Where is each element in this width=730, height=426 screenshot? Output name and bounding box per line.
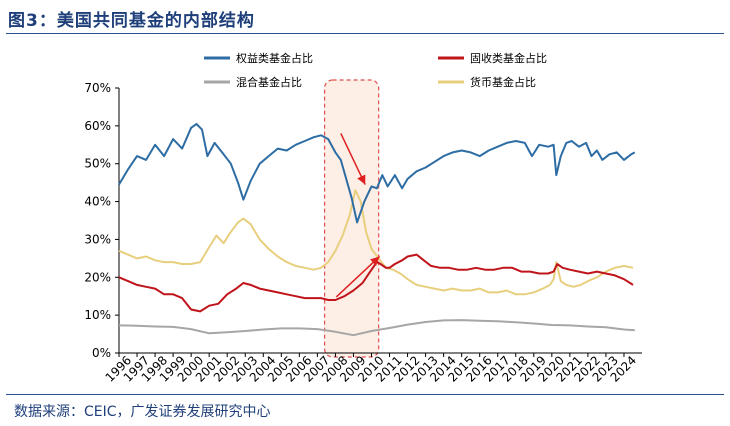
series-line-3 bbox=[118, 189, 634, 296]
y-tick-label: 30% bbox=[84, 232, 111, 246]
y-tick-label: 60% bbox=[84, 119, 111, 133]
arrow-layer bbox=[335, 133, 381, 298]
y-tick-label: 70% bbox=[84, 81, 111, 95]
highlight-layer bbox=[323, 79, 380, 358]
source-note: 数据来源：CEIC，广发证券发展研究中心 bbox=[14, 404, 271, 420]
highlight-box bbox=[323, 79, 380, 358]
title-divider bbox=[6, 33, 724, 34]
y-tick-label: 20% bbox=[84, 270, 111, 284]
legend-label: 混合基金占比 bbox=[236, 75, 302, 89]
source-divider bbox=[6, 394, 724, 395]
legend-label: 货币基金占比 bbox=[470, 75, 536, 89]
axes-layer: 0%10%20%30%40%50%60%70%19961997199819992… bbox=[84, 81, 642, 385]
series-line-0 bbox=[118, 123, 636, 224]
equity-decline-arrow bbox=[340, 133, 366, 185]
series-line-2 bbox=[118, 319, 635, 337]
series-line-1 bbox=[118, 253, 634, 313]
line-chart: 0%10%20%30%40%50%60%70%19961997199819992… bbox=[84, 51, 642, 385]
legend-label: 权益类基金占比 bbox=[236, 51, 313, 65]
y-tick-label: 10% bbox=[84, 308, 111, 322]
series-layer bbox=[118, 123, 636, 337]
y-tick-label: 40% bbox=[84, 195, 111, 209]
y-tick-label: 50% bbox=[84, 157, 111, 171]
y-tick-label: 0% bbox=[92, 346, 111, 360]
bond-rise-arrow bbox=[335, 255, 381, 298]
figure-title: 图3：美国共同基金的内部结构 bbox=[8, 11, 255, 31]
legend-label: 固收类基金占比 bbox=[470, 51, 547, 65]
